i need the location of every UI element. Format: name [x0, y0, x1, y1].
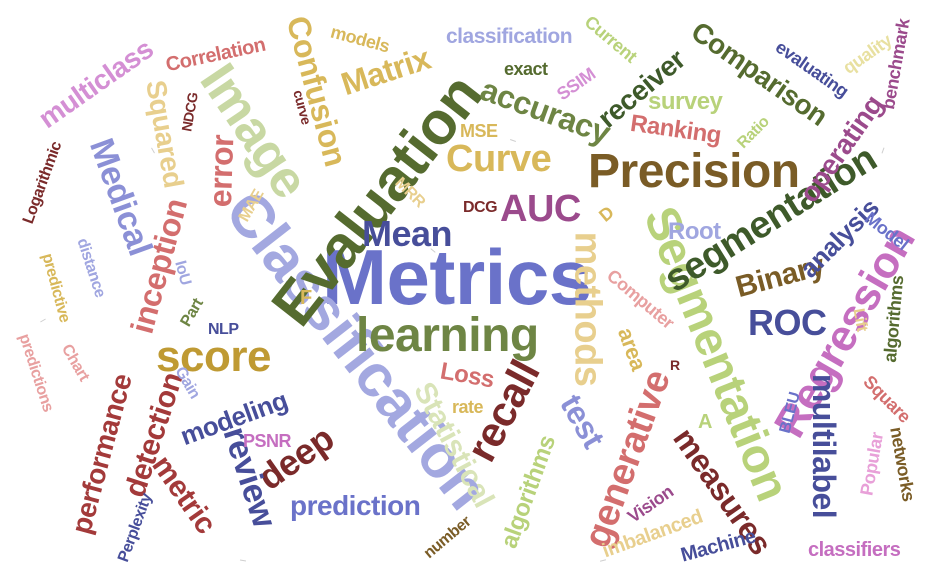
word-d: D	[595, 202, 618, 226]
decorative-mark	[881, 147, 885, 154]
word-methods: methods	[566, 231, 609, 387]
word-current: Current	[580, 11, 641, 67]
word-lift: Lift	[849, 307, 871, 333]
word-loss: Loss	[438, 357, 497, 394]
word-ssim: SSIM	[553, 63, 599, 105]
word-predictive: predictive	[38, 251, 74, 325]
word-survey: survey	[648, 88, 723, 115]
word-auc: AUC	[500, 188, 581, 230]
word-part: Part	[177, 295, 207, 330]
word-mse: MSE	[460, 121, 498, 141]
word-ndcg: NDCG	[178, 91, 201, 133]
word-roc: ROC	[748, 302, 827, 343]
word-networks: networks	[886, 425, 919, 503]
word-iou: IoU	[171, 258, 194, 287]
word-machine: Machine	[678, 525, 759, 567]
word-curve: Curve	[446, 138, 552, 180]
word-a: A	[698, 411, 712, 433]
word-root: Root	[668, 218, 721, 245]
word-multilabel: multilabel	[806, 373, 843, 519]
word-chart: Chart	[57, 341, 93, 385]
word-psnr: PSNR	[243, 431, 292, 451]
word-r: R	[670, 357, 680, 373]
word-score: score	[156, 332, 271, 381]
word-test: test	[553, 388, 612, 454]
word-models: models	[328, 21, 392, 57]
word-dcg: DCG	[463, 199, 498, 216]
word-square: Square	[859, 371, 915, 427]
word-predictions: predictions	[15, 331, 57, 414]
word-error: error	[201, 134, 241, 208]
word-area: area	[612, 324, 652, 374]
word-classifiers: classifiers	[808, 539, 901, 561]
word-perplexity: Perplexity	[115, 491, 156, 565]
word-rate: rate	[452, 397, 484, 417]
word-performance: performance	[65, 370, 138, 538]
word-distance: distance	[73, 236, 109, 300]
word-squared: Squared	[140, 77, 190, 191]
word-prediction: prediction	[290, 490, 421, 521]
word-exact: exact	[504, 59, 548, 79]
word-mean: Mean	[362, 213, 453, 254]
decorative-mark	[40, 318, 46, 323]
word-metric: metric	[145, 449, 223, 540]
word-learning: learning	[356, 309, 539, 362]
word-precision: Precision	[588, 145, 800, 198]
word-metrics: Metrics	[322, 233, 592, 321]
decorative-mark	[239, 559, 247, 562]
word-nlp: NLP	[208, 321, 239, 338]
word-logarithmic: Logarithmic	[19, 139, 66, 227]
word-popular: Popular	[856, 430, 888, 498]
word-f: F	[300, 287, 312, 309]
word-ranking: Ranking	[628, 109, 723, 150]
word-classification-small: classification	[446, 25, 573, 48]
